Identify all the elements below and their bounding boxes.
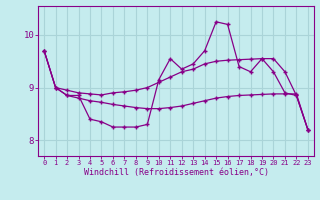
X-axis label: Windchill (Refroidissement éolien,°C): Windchill (Refroidissement éolien,°C)	[84, 168, 268, 177]
